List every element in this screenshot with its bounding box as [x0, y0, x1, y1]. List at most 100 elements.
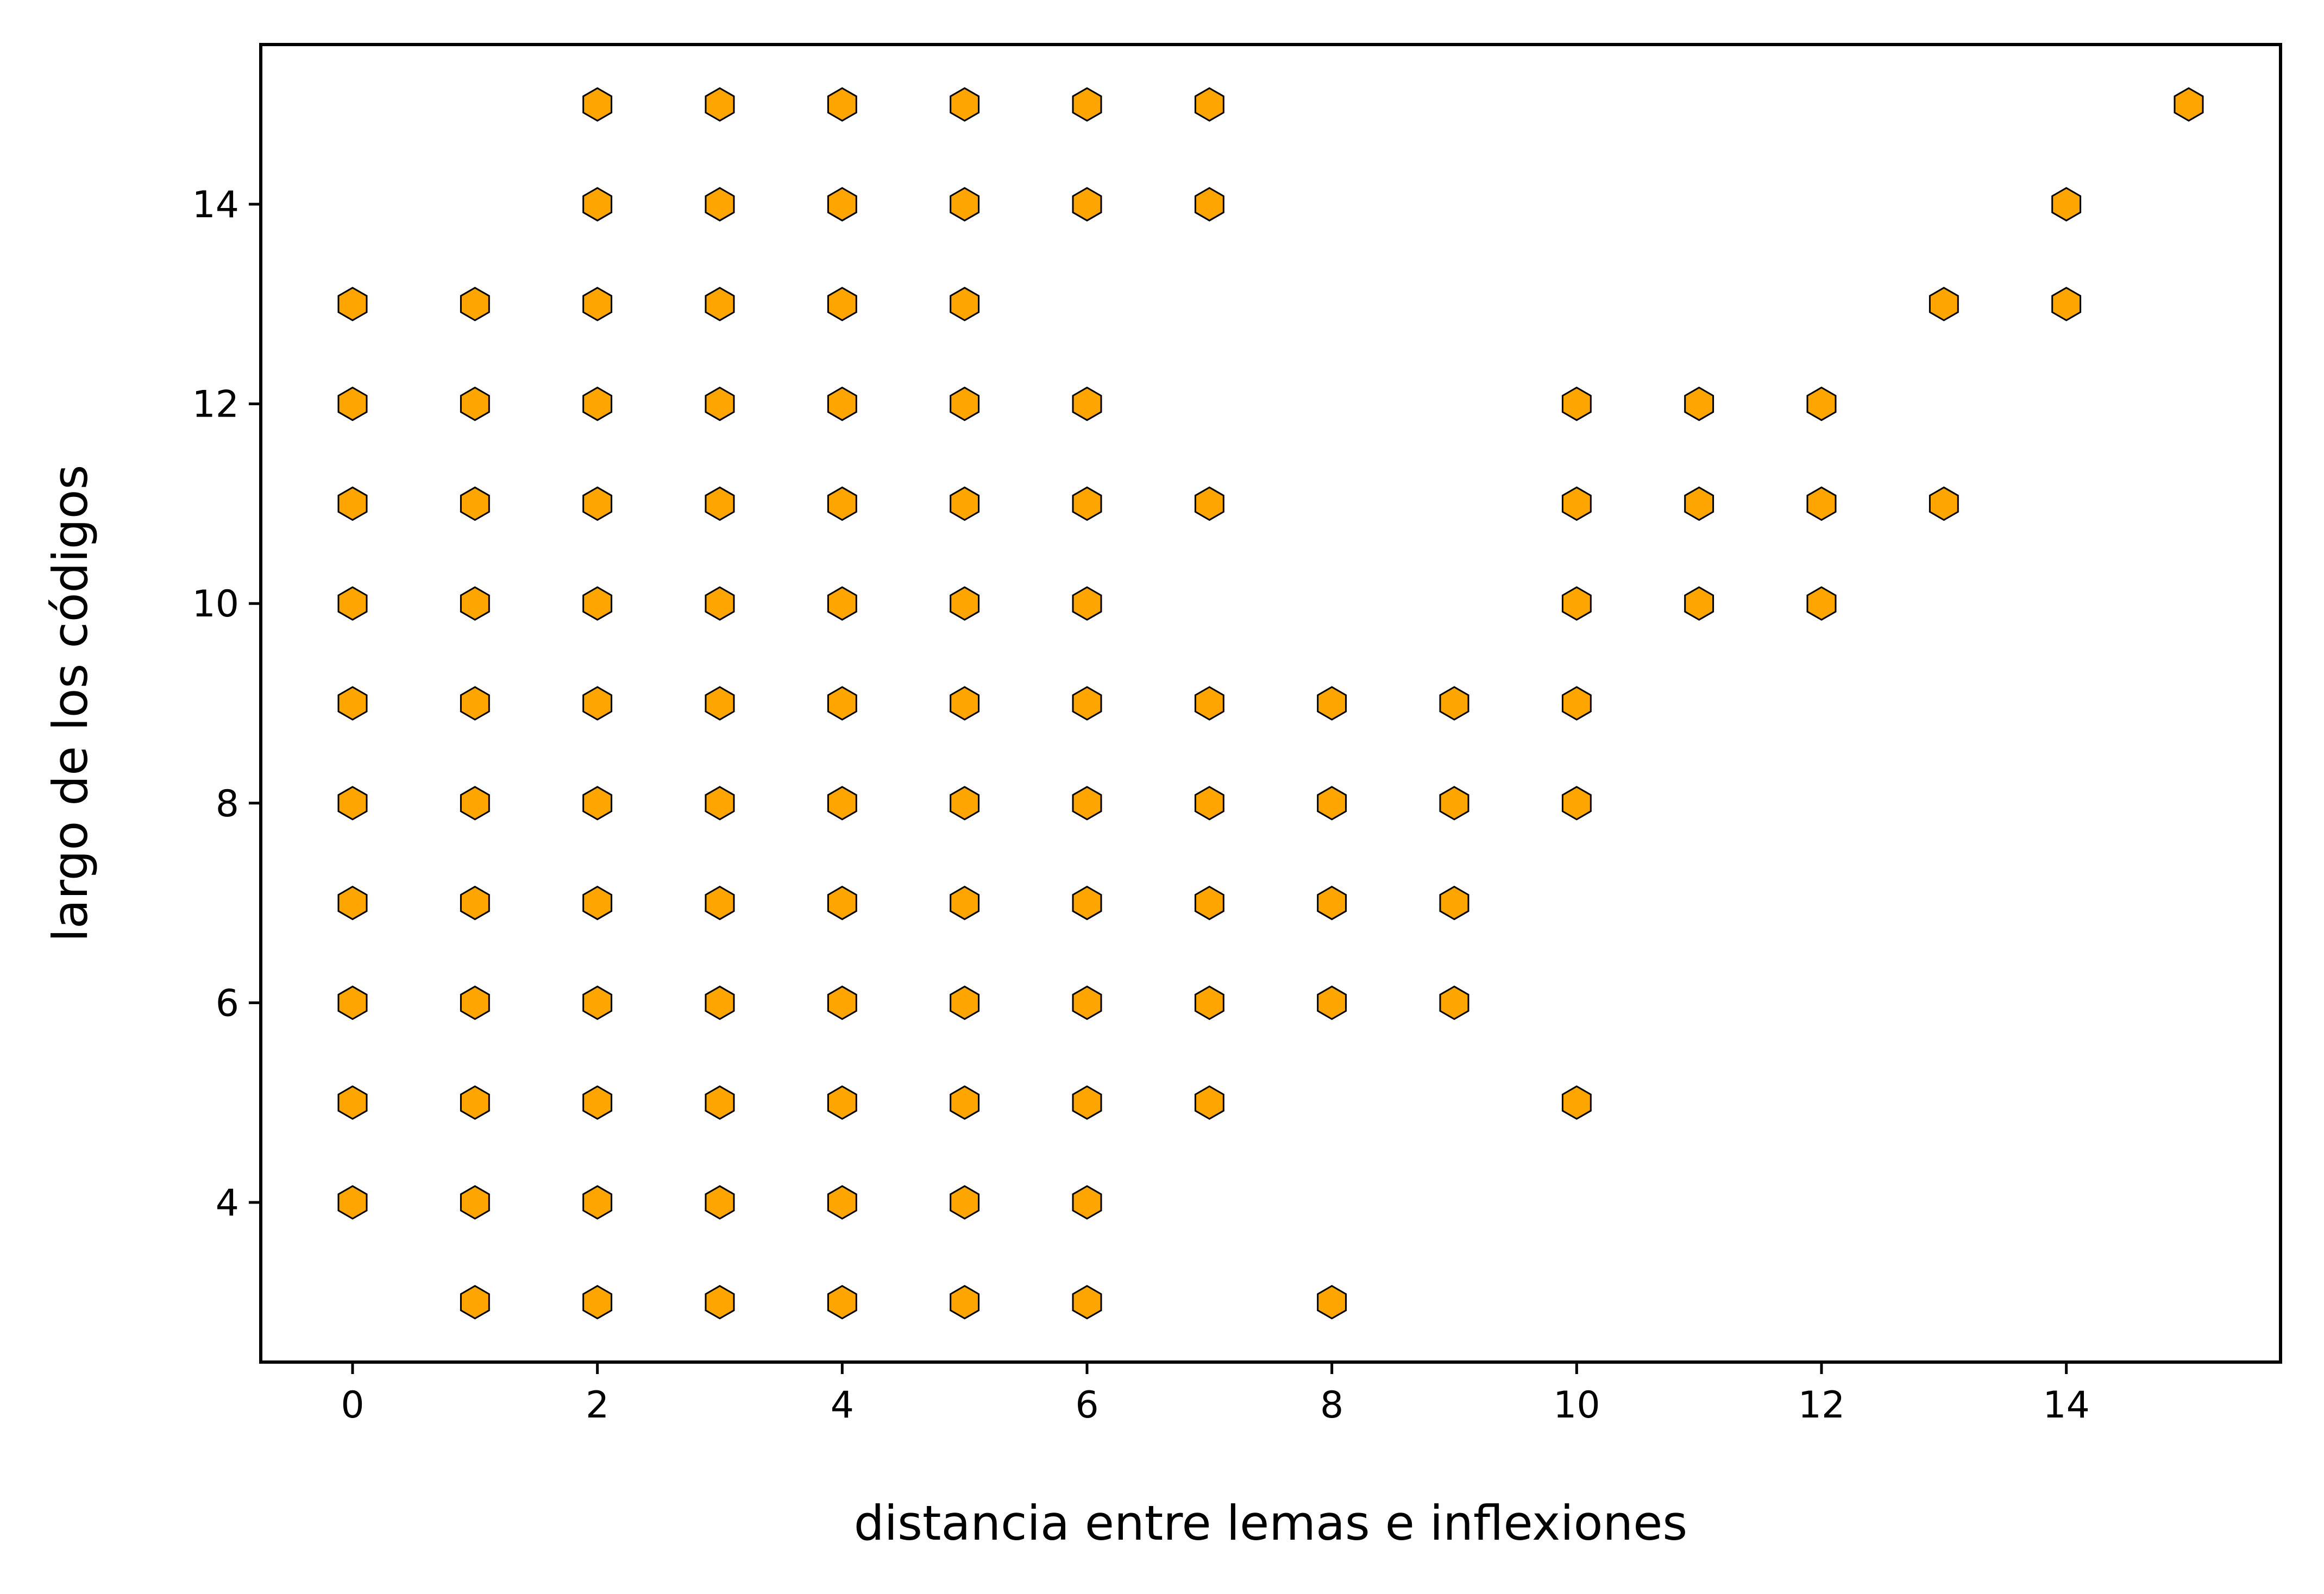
data-point: [1317, 885, 1347, 921]
data-point: [1806, 386, 1837, 421]
data-point: [460, 287, 490, 322]
plot-frame: [259, 43, 2282, 1364]
data-point: [582, 786, 613, 821]
data-point: [827, 1185, 857, 1220]
data-point: [950, 386, 980, 421]
data-point: [950, 1284, 980, 1320]
data-point: [582, 386, 613, 421]
x-tick-label: 6: [1075, 1384, 1098, 1427]
x-axis-label: distancia entre lemas e inflexiones: [854, 1495, 1687, 1551]
data-point: [337, 985, 368, 1020]
data-point: [827, 1085, 857, 1120]
data-point: [705, 386, 735, 421]
data-points: [337, 87, 2204, 1320]
data-point: [705, 287, 735, 322]
data-point: [582, 1284, 613, 1320]
data-point: [705, 985, 735, 1020]
data-point: [705, 1284, 735, 1320]
data-point: [582, 187, 613, 222]
data-point: [1072, 1085, 1102, 1120]
data-point: [582, 686, 613, 721]
x-axis-ticks: 0 2 4 6 8 10 12 14: [341, 1362, 2090, 1427]
data-point: [460, 786, 490, 821]
x-tick-label: 0: [341, 1384, 364, 1427]
data-point: [950, 985, 980, 1020]
data-point: [1439, 885, 1469, 921]
data-point: [705, 87, 735, 122]
data-point: [827, 87, 857, 122]
data-point: [1317, 786, 1347, 821]
data-point: [1072, 885, 1102, 921]
data-point: [1072, 486, 1102, 521]
data-point: [827, 187, 857, 222]
data-point: [827, 686, 857, 721]
data-point: [827, 486, 857, 521]
data-point: [950, 1185, 980, 1220]
data-point: [827, 287, 857, 322]
data-point: [460, 1185, 490, 1220]
data-point: [1929, 287, 1959, 322]
data-point: [1439, 985, 1469, 1020]
data-point: [705, 486, 735, 521]
data-point: [1072, 187, 1102, 222]
data-point: [1194, 1085, 1224, 1120]
y-tick-label: 4: [216, 1182, 239, 1225]
data-point: [582, 985, 613, 1020]
y-tick-label: 12: [192, 383, 239, 426]
data-point: [1194, 486, 1224, 521]
data-point: [582, 586, 613, 621]
x-tick-label: 12: [1798, 1384, 1845, 1427]
data-point: [1194, 187, 1224, 222]
data-point: [1072, 985, 1102, 1020]
y-tick-label: 6: [216, 982, 239, 1025]
data-point: [582, 1085, 613, 1120]
data-point: [337, 885, 368, 921]
data-point: [460, 1284, 490, 1320]
data-point: [337, 586, 368, 621]
data-point: [1439, 786, 1469, 821]
data-point: [460, 586, 490, 621]
data-point: [950, 287, 980, 322]
data-point: [827, 386, 857, 421]
data-point: [1072, 786, 1102, 821]
data-point: [1072, 1185, 1102, 1220]
data-point: [582, 287, 613, 322]
data-point: [1317, 985, 1347, 1020]
data-point: [1072, 686, 1102, 721]
data-point: [582, 885, 613, 921]
y-axis-ticks: 4 6 8 10 12 14: [192, 184, 261, 1225]
y-tick-label: 10: [192, 583, 239, 626]
data-point: [460, 386, 490, 421]
data-point: [1561, 586, 1592, 621]
data-point: [950, 87, 980, 122]
data-point: [1194, 686, 1224, 721]
data-point: [2051, 287, 2082, 322]
data-point: [827, 586, 857, 621]
data-point: [705, 1085, 735, 1120]
data-point: [1929, 486, 1959, 521]
data-point: [337, 486, 368, 521]
y-tick-label: 8: [216, 783, 239, 826]
data-point: [1561, 1085, 1592, 1120]
data-point: [1072, 586, 1102, 621]
data-point: [1194, 985, 1224, 1020]
y-axis-label: largo de los códigos: [42, 465, 98, 942]
data-point: [705, 786, 735, 821]
data-point: [1194, 786, 1224, 821]
x-tick-label: 10: [1553, 1384, 1600, 1427]
data-point: [1317, 686, 1347, 721]
data-point: [337, 786, 368, 821]
data-point: [827, 1284, 857, 1320]
data-point: [705, 885, 735, 921]
data-point: [337, 1085, 368, 1120]
data-point: [1684, 586, 1714, 621]
x-tick-label: 8: [1320, 1384, 1343, 1427]
data-point: [582, 486, 613, 521]
data-point: [337, 287, 368, 322]
data-point: [705, 187, 735, 222]
data-point: [337, 686, 368, 721]
data-point: [950, 486, 980, 521]
x-tick-label: 2: [586, 1384, 609, 1427]
